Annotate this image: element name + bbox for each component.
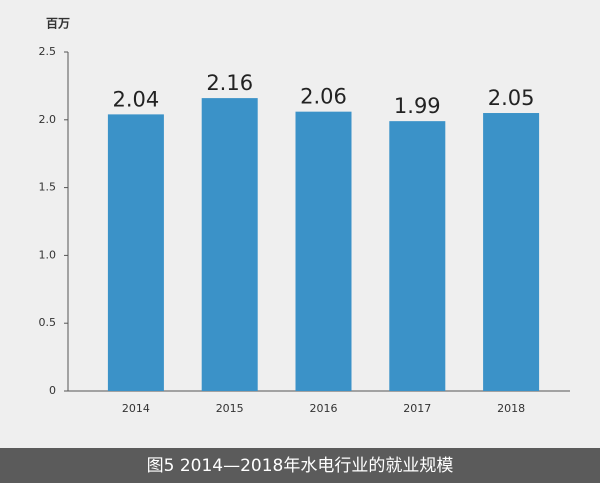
bar [295, 111, 352, 391]
bar [107, 114, 164, 391]
x-tick-label: 2014 [122, 402, 150, 415]
x-tick-label: 2018 [497, 402, 525, 415]
y-axis-label: 百万 [46, 17, 70, 31]
x-tick-label: 2015 [216, 402, 244, 415]
y-tick-label: 0.5 [39, 316, 57, 329]
x-tick-label: 2016 [310, 402, 338, 415]
value-label: 2.05 [488, 86, 535, 110]
bar [201, 98, 258, 391]
value-label: 2.06 [300, 85, 347, 109]
caption: 图5 2014—2018年水电行业的就业规模 [147, 456, 454, 476]
value-label: 1.99 [394, 94, 441, 118]
y-tick-label: 1.0 [39, 248, 57, 261]
y-tick-label: 2.0 [39, 113, 57, 126]
bar [389, 121, 446, 391]
y-tick-label: 1.5 [39, 181, 57, 194]
x-tick-label: 2017 [403, 402, 431, 415]
value-label: 2.16 [206, 71, 253, 95]
y-tick-label: 0 [49, 384, 56, 397]
bar [483, 113, 540, 392]
caption-bar [0, 448, 600, 483]
y-tick-label: 2.5 [39, 45, 57, 58]
value-label: 2.04 [113, 87, 160, 111]
